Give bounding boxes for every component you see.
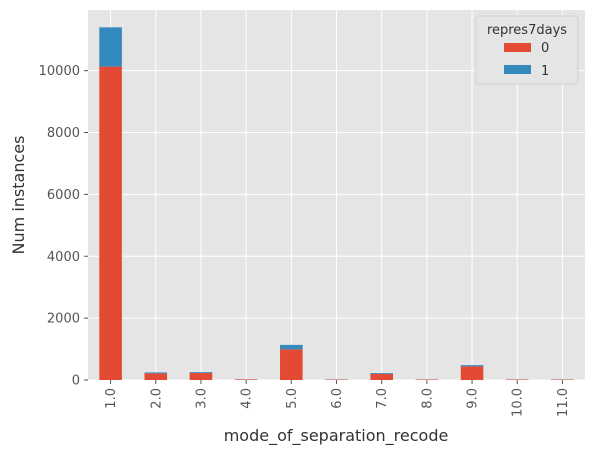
- x-tick-label-0: 1.0: [104, 388, 119, 409]
- legend-title: repres7days: [487, 23, 567, 38]
- bar-7.0-series-1: [370, 373, 393, 374]
- legend-swatch-1: [504, 65, 531, 74]
- legend-label-0: 0: [541, 41, 549, 56]
- bar-5.0-series-1: [280, 344, 303, 350]
- y-axis-ticks: 0 2000 4000 6000 8000 10000: [39, 64, 88, 389]
- x-tick-label-6: 7.0: [375, 388, 390, 409]
- x-axis-ticks: 1.0 2.0 3.0 4.0 5.0 6.0 7.0 8.0 9.0 10.0 11.0: [104, 380, 571, 417]
- bar-3.0-series-0: [189, 373, 213, 380]
- bar-1.0-series-1: [99, 27, 122, 67]
- legend-label-1: 1: [541, 64, 549, 79]
- bar-9.0-series-1: [460, 365, 484, 367]
- legend-swatch-0: [504, 43, 531, 52]
- x-tick-label-3: 4.0: [240, 388, 255, 409]
- bar-2.0-series-1: [144, 372, 168, 374]
- bar-3.0-series-1: [189, 372, 213, 374]
- x-tick-label-7: 8.0: [420, 388, 435, 409]
- grid-lines: [88, 10, 585, 381]
- y-tick-label-3: 6000: [47, 188, 80, 203]
- y-tick-label-5: 10000: [39, 64, 80, 79]
- x-axis-label: mode_of_separation_recode: [224, 426, 449, 446]
- x-tick-label-8: 9.0: [466, 388, 481, 409]
- bar-5.0-series-0: [280, 349, 303, 380]
- x-tick-label-5: 6.0: [330, 388, 345, 409]
- y-tick-label-2: 4000: [47, 250, 80, 265]
- y-tick-label-0: 0: [72, 374, 80, 389]
- y-tick-label-4: 8000: [47, 126, 80, 141]
- x-tick-label-2: 3.0: [194, 388, 209, 409]
- x-tick-label-4: 5.0: [285, 388, 300, 409]
- y-axis-label: Num instances: [9, 136, 28, 255]
- x-tick-label-1: 2.0: [149, 388, 164, 409]
- bar-2.0-series-0: [144, 373, 168, 380]
- legend: repres7days 0 1: [475, 15, 579, 85]
- bars: [99, 27, 574, 380]
- x-tick-label-10: 11.0: [556, 388, 571, 417]
- y-tick-label-1: 2000: [47, 312, 80, 327]
- x-tick-label-9: 10.0: [511, 388, 526, 417]
- bar-1.0-series-0: [99, 66, 122, 380]
- bar-4.0-series-0: [234, 379, 258, 380]
- bar-9.0-series-0: [460, 366, 484, 380]
- bar-7.0-series-0: [370, 373, 393, 380]
